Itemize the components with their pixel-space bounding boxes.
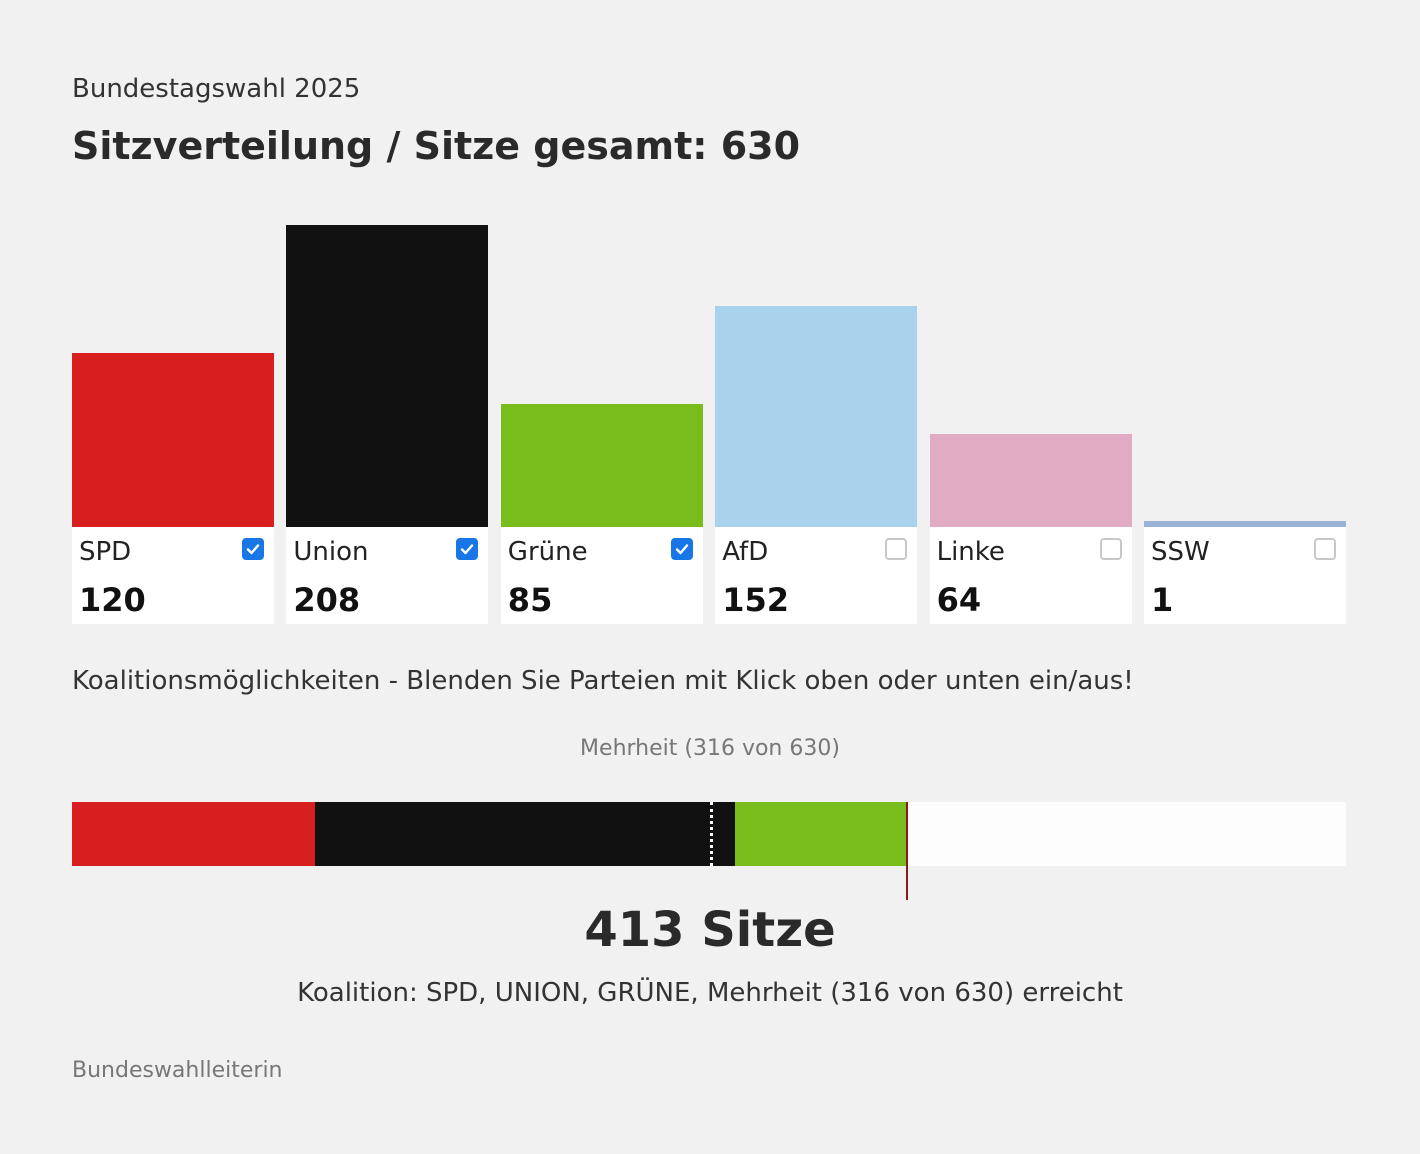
party-seats: 85: [507, 581, 553, 619]
party-seats: 64: [936, 581, 982, 619]
party-checkbox[interactable]: [242, 538, 264, 560]
party-seats: 152: [722, 581, 789, 619]
majority-marker: [710, 802, 714, 866]
coalition-bar: [72, 802, 1346, 900]
party-checkbox[interactable]: [885, 538, 908, 560]
party-checkbox[interactable]: [1099, 538, 1122, 560]
bar-spd[interactable]: [72, 352, 274, 527]
coalition-segment-gruene[interactable]: [735, 802, 908, 866]
seat-bars: [72, 200, 1346, 527]
party-seats: 1: [1151, 581, 1174, 619]
party-name: SPD: [79, 537, 132, 567]
party-checkbox[interactable]: [1314, 538, 1336, 560]
party-name: Grüne: [507, 537, 588, 567]
party-checkbox[interactable]: [456, 538, 479, 560]
party-card-spd[interactable]: SPD 120: [72, 527, 274, 624]
party-seats: 208: [293, 581, 361, 619]
party-name: Linke: [936, 537, 1005, 567]
source-label: Bundeswahlleiterin: [72, 1058, 283, 1083]
majority-label: Mehrheit (316 von 630): [580, 736, 840, 761]
coalition-status: Koalition: SPD, UNION, GRÜNE, Mehrheit (…: [297, 978, 1123, 1008]
coalition-segment-spd[interactable]: [72, 802, 315, 866]
party-card-linke[interactable]: Linke 64: [929, 527, 1132, 624]
coalition-hint: Koalitionsmöglichkeiten - Blenden Sie Pa…: [72, 666, 1134, 696]
party-name: Union: [293, 537, 369, 567]
bar-union[interactable]: [286, 225, 489, 527]
bar-linke[interactable]: [929, 434, 1132, 527]
party-name: SSW: [1151, 537, 1210, 567]
checkmark-icon: [461, 544, 474, 555]
party-seats: 120: [79, 581, 146, 619]
kicker: Bundestagswahl 2025: [72, 74, 361, 104]
party-cards: SPD 120 Union 208 Grüne 85 AfD 152 Linke 64 SSW 1: [72, 527, 1346, 624]
bar-afd[interactable]: [715, 306, 918, 527]
checkmark-icon: [675, 544, 688, 555]
party-card-gruene[interactable]: Grüne 85: [500, 527, 703, 624]
party-card-afd[interactable]: AfD 152: [715, 527, 918, 624]
party-card-union[interactable]: Union 208: [286, 527, 489, 624]
checkmark-icon: [246, 544, 260, 555]
coalition-segment-union[interactable]: [314, 802, 736, 866]
party-name: AfD: [722, 537, 769, 567]
bar-ssw[interactable]: [1144, 521, 1346, 527]
chart-title: Sitzverteilung / Sitze gesamt: 630: [72, 124, 801, 168]
coalition-total-marker: [906, 802, 909, 900]
coalition-total: 413 Sitze: [584, 902, 836, 958]
party-card-ssw[interactable]: SSW 1: [1144, 527, 1346, 624]
bar-gruene[interactable]: [500, 403, 703, 527]
party-checkbox[interactable]: [670, 538, 693, 560]
